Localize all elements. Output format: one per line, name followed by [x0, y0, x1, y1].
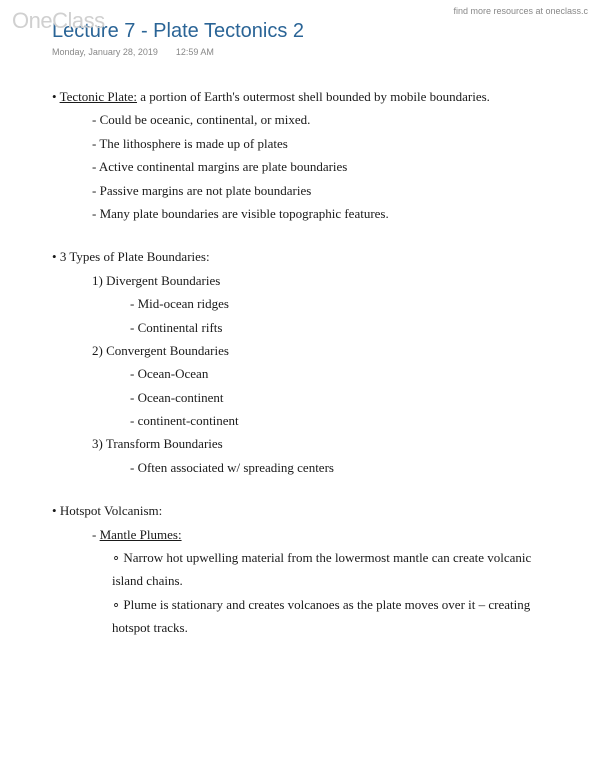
- note-line: 3 Types of Plate Boundaries:: [52, 245, 560, 268]
- meta-date: Monday, January 28, 2019: [52, 47, 158, 57]
- notes-body: Tectonic Plate: a portion of Earth's out…: [52, 85, 560, 640]
- watermark-prefix: One: [12, 8, 52, 33]
- note-line: Continental rifts: [130, 316, 560, 339]
- meta-time: 12:59 AM: [176, 47, 214, 57]
- note-line: Active continental margins are plate bou…: [92, 155, 560, 178]
- note-line: continent-continent: [130, 409, 560, 432]
- note-line: 2) Convergent Boundaries: [92, 339, 560, 362]
- note-line: Mantle Plumes:: [92, 523, 560, 546]
- note-line: Narrow hot upwelling material from the l…: [112, 546, 560, 593]
- note-line: 3) Transform Boundaries: [92, 432, 560, 455]
- note-line: Mid-ocean ridges: [130, 292, 560, 315]
- note-line: Could be oceanic, continental, or mixed.: [92, 108, 560, 131]
- page-meta: Monday, January 28, 2019 12:59 AM: [52, 47, 560, 57]
- note-line: Ocean-Ocean: [130, 362, 560, 385]
- note-line: Ocean-continent: [130, 386, 560, 409]
- note-line: The lithosphere is made up of plates: [92, 132, 560, 155]
- note-line: Plume is stationary and creates volcanoe…: [112, 593, 560, 640]
- term: Mantle Plumes:: [100, 527, 182, 542]
- note-line: Often associated w/ spreading centers: [130, 456, 560, 479]
- page-title: Lecture 7 - Plate Tectonics 2: [52, 20, 560, 43]
- term: Tectonic Plate:: [60, 89, 137, 104]
- watermark-logo: OneClass: [12, 8, 105, 34]
- note-page: Lecture 7 - Plate Tectonics 2 Monday, Ja…: [0, 0, 596, 660]
- note-line: Hotspot Volcanism:: [52, 499, 560, 522]
- definition: a portion of Earth's outermost shell bou…: [137, 89, 490, 104]
- note-line: Tectonic Plate: a portion of Earth's out…: [52, 85, 560, 108]
- note-line: 1) Divergent Boundaries: [92, 269, 560, 292]
- note-line: Passive margins are not plate boundaries: [92, 179, 560, 202]
- note-line: Many plate boundaries are visible topogr…: [92, 202, 560, 225]
- watermark-suffix: Class: [52, 8, 105, 33]
- header-resources-link[interactable]: find more resources at oneclass.c: [453, 6, 588, 16]
